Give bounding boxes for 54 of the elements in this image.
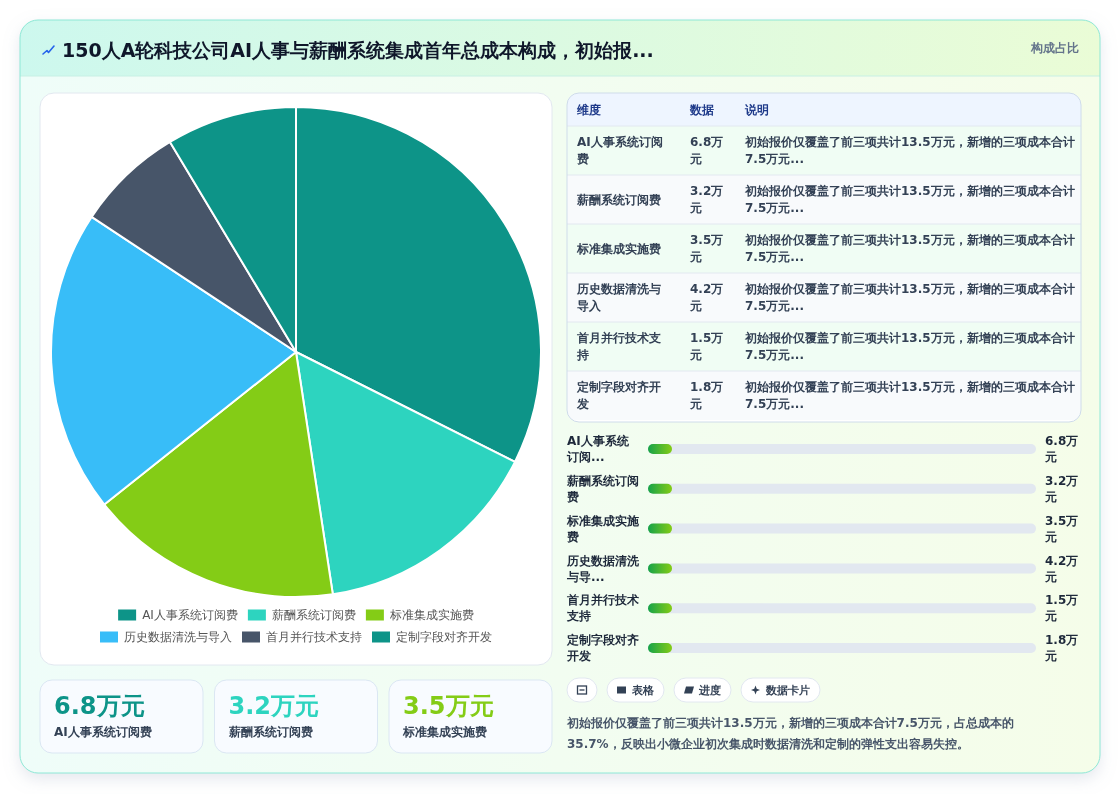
text: 6.8万元	[690, 135, 724, 167]
category-label: 定制字段对齐开发	[576, 380, 661, 412]
legend-label: 薪酬系统订阅费	[271, 608, 356, 623]
category-label: 薪酬系统订阅费	[566, 474, 639, 504]
text: 150人A轮科技公司AI人事与薪酬系统集成首年总成本构成，初始报...	[62, 38, 654, 61]
category-label: AI人事系统订阅...	[566, 434, 630, 465]
text: 6.8万元	[54, 692, 145, 721]
category-label: 表格	[631, 683, 655, 697]
text: 3.5万元	[690, 233, 724, 265]
tab-button[interactable]: 数据卡片	[740, 677, 821, 703]
text: 1.5万元	[1045, 593, 1079, 624]
category-label: 标准集成实施费	[402, 725, 487, 740]
text: 初始报价仅覆盖了前三项共计13.5万元，新增的三项成本合计7.5万元，占总成本的35.7%，反映出小微企业初次集成时数据清洗和定制的弹性支出容易失控。	[566, 716, 1014, 752]
tab-button[interactable]: 表格	[606, 677, 665, 703]
text: 数据	[689, 102, 714, 117]
text: 3.2万元	[1045, 474, 1079, 504]
category-label: 数据卡片	[765, 683, 810, 697]
text: 初始报价仅覆盖了前三项共计13.5万元，新增的三项成本合计7.5万元...	[744, 184, 1075, 216]
text: 3.2万元	[690, 184, 724, 216]
text: 1.8万元	[1045, 633, 1079, 664]
text: 构成占比	[1030, 41, 1079, 56]
category-label: 薪酬系统订阅费	[227, 725, 313, 740]
text: 4.2万元	[1045, 553, 1079, 584]
category-label: 历史数据清洗与导...	[566, 553, 640, 584]
category-label: 进度	[698, 683, 721, 697]
text: 3.5万元	[403, 692, 494, 721]
text: 初始报价仅覆盖了前三项共计13.5万元，新增的三项成本合计7.5万元...	[744, 282, 1075, 314]
category-label: 历史数据清洗与导入	[576, 282, 661, 314]
category-label: AI人事系统订阅费	[576, 135, 663, 167]
text: 维度	[576, 102, 601, 117]
legend-label: 定制字段对齐开发	[396, 630, 492, 645]
legend-label: 首月并行技术支持	[266, 630, 362, 645]
category-label: 标准集成实施费	[576, 241, 661, 256]
text: 1.8万元	[690, 380, 724, 412]
category-label: 标准集成实施费	[566, 513, 640, 544]
category-label: AI人事系统订阅费	[54, 725, 152, 740]
text: 6.8万元	[1045, 434, 1079, 465]
text: 说明	[744, 102, 769, 117]
category-label: 首月并行技术支持	[576, 331, 661, 363]
text: 初始报价仅覆盖了前三项共计13.5万元，新增的三项成本合计7.5万元...	[744, 331, 1075, 363]
text: 1.5万元	[690, 331, 724, 363]
text: 4.2万元	[690, 282, 724, 314]
legend-label: AI人事系统订阅费	[142, 608, 238, 623]
legend-label: 标准集成实施费	[388, 608, 474, 623]
category-label: 定制字段对齐开发	[566, 633, 639, 664]
text: 初始报价仅覆盖了前三项共计13.5万元，新增的三项成本合计7.5万元...	[744, 135, 1075, 167]
tab-button[interactable]: 进度	[673, 677, 732, 703]
text: 初始报价仅覆盖了前三项共计13.5万元，新增的三项成本合计7.5万元...	[744, 233, 1075, 265]
text: 3.5万元	[1045, 513, 1079, 544]
category-label: 首月并行技术支持	[566, 593, 639, 624]
legend-label: 历史数据清洗与导入	[124, 630, 232, 645]
text: 3.2万元	[228, 692, 320, 721]
category-label: 薪酬系统订阅费	[576, 192, 661, 207]
text: 初始报价仅覆盖了前三项共计13.5万元，新增的三项成本合计7.5万元...	[744, 380, 1075, 412]
